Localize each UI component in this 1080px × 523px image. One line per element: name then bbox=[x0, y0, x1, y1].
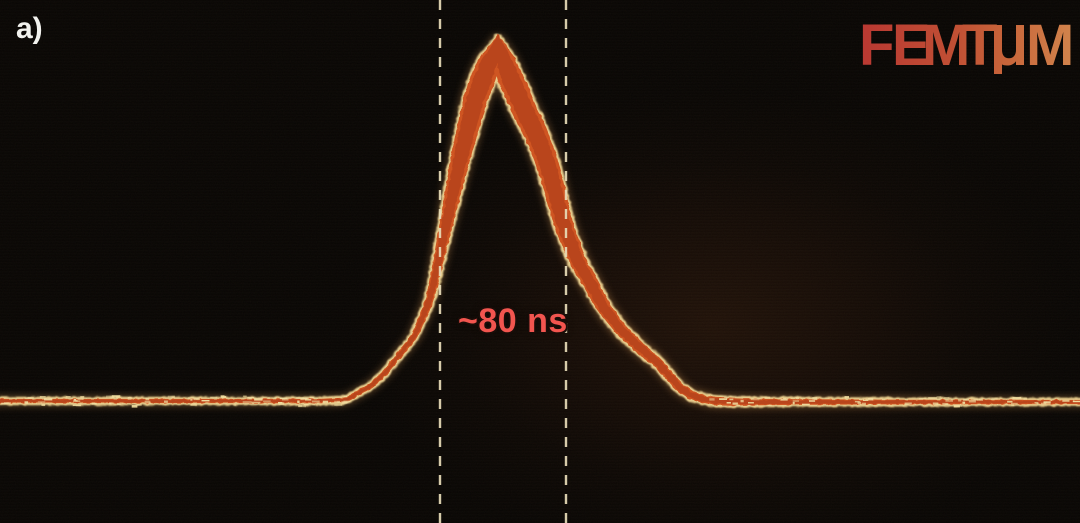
svg-text:M: M bbox=[1026, 13, 1074, 78]
svg-text:T: T bbox=[962, 13, 997, 78]
svg-text:F: F bbox=[859, 13, 894, 78]
